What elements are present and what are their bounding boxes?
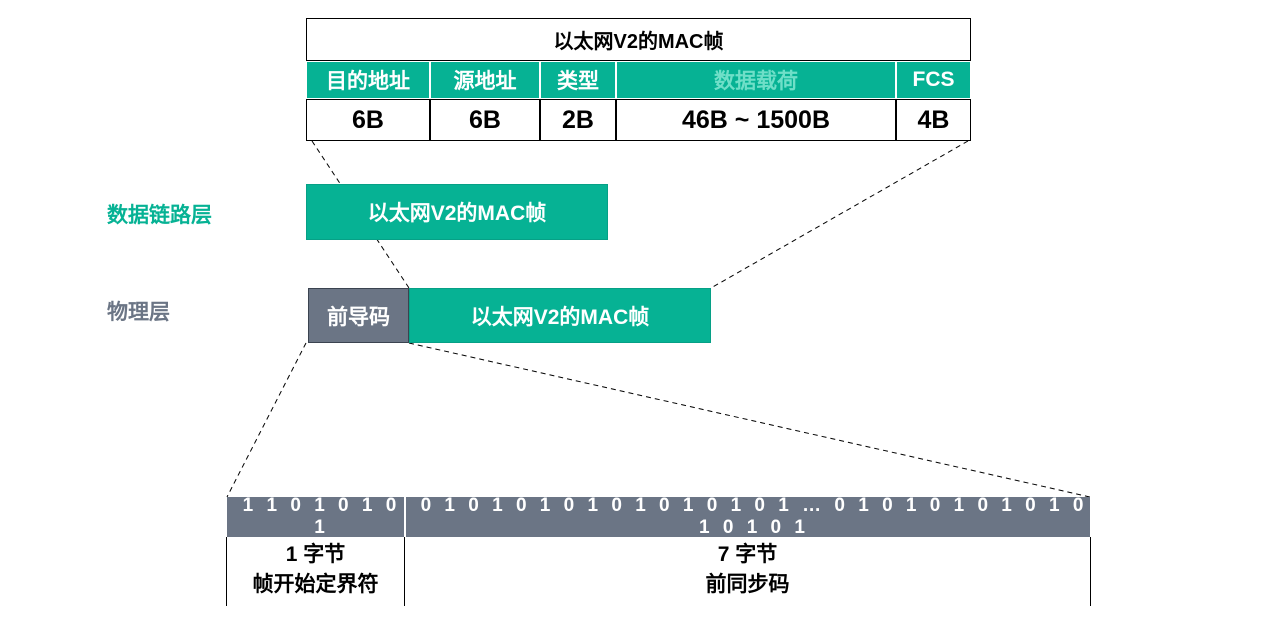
mac-frame-title: 以太网V2的MAC帧 [306, 18, 971, 61]
data-link-mac-frame: 以太网V2的MAC帧 [306, 184, 608, 240]
field-header-payload: 数据载荷 [616, 61, 896, 99]
field-size-fcs: 4B [896, 99, 971, 141]
sync-bits: 0 1 0 1 0 1 0 1 0 1 0 1 0 1 0 1 … 0 1 0 … [406, 495, 1090, 538]
data-link-layer-label: 数据链路层 [107, 204, 212, 227]
sfd-description: 1 字节 帧开始定界符 [227, 538, 404, 602]
connector-mac-right [710, 140, 969, 289]
field-header-src: 源地址 [430, 61, 540, 99]
sfd-bytes: 1 字节 [285, 543, 346, 566]
field-size-type: 2B [540, 99, 616, 141]
connector-mac-left [311, 140, 410, 289]
sync-name: 前同步码 [705, 573, 790, 596]
sync-description: 7 字节 前同步码 [405, 538, 1090, 602]
physical-mac-frame: 以太网V2的MAC帧 [409, 288, 711, 343]
sfd-bits: 1 1 0 1 0 1 0 1 [227, 495, 404, 538]
field-header-type: 类型 [540, 61, 616, 99]
physical-layer-label: 物理层 [107, 301, 170, 324]
preamble-block: 前导码 [308, 288, 409, 343]
connector-preamble-left [226, 342, 307, 498]
field-size-payload: 46B ~ 1500B [616, 99, 896, 141]
sync-bytes: 7 字节 [717, 543, 778, 566]
field-size-src: 6B [430, 99, 540, 141]
sfd-name: 帧开始定界符 [252, 573, 379, 596]
field-size-dest: 6B [306, 99, 430, 141]
divider-left [226, 537, 227, 606]
connector-preamble-right [408, 342, 1091, 498]
field-header-fcs: FCS [896, 61, 971, 99]
field-header-dest: 目的地址 [306, 61, 430, 99]
divider-right [1090, 537, 1091, 606]
divider-middle [404, 537, 405, 606]
